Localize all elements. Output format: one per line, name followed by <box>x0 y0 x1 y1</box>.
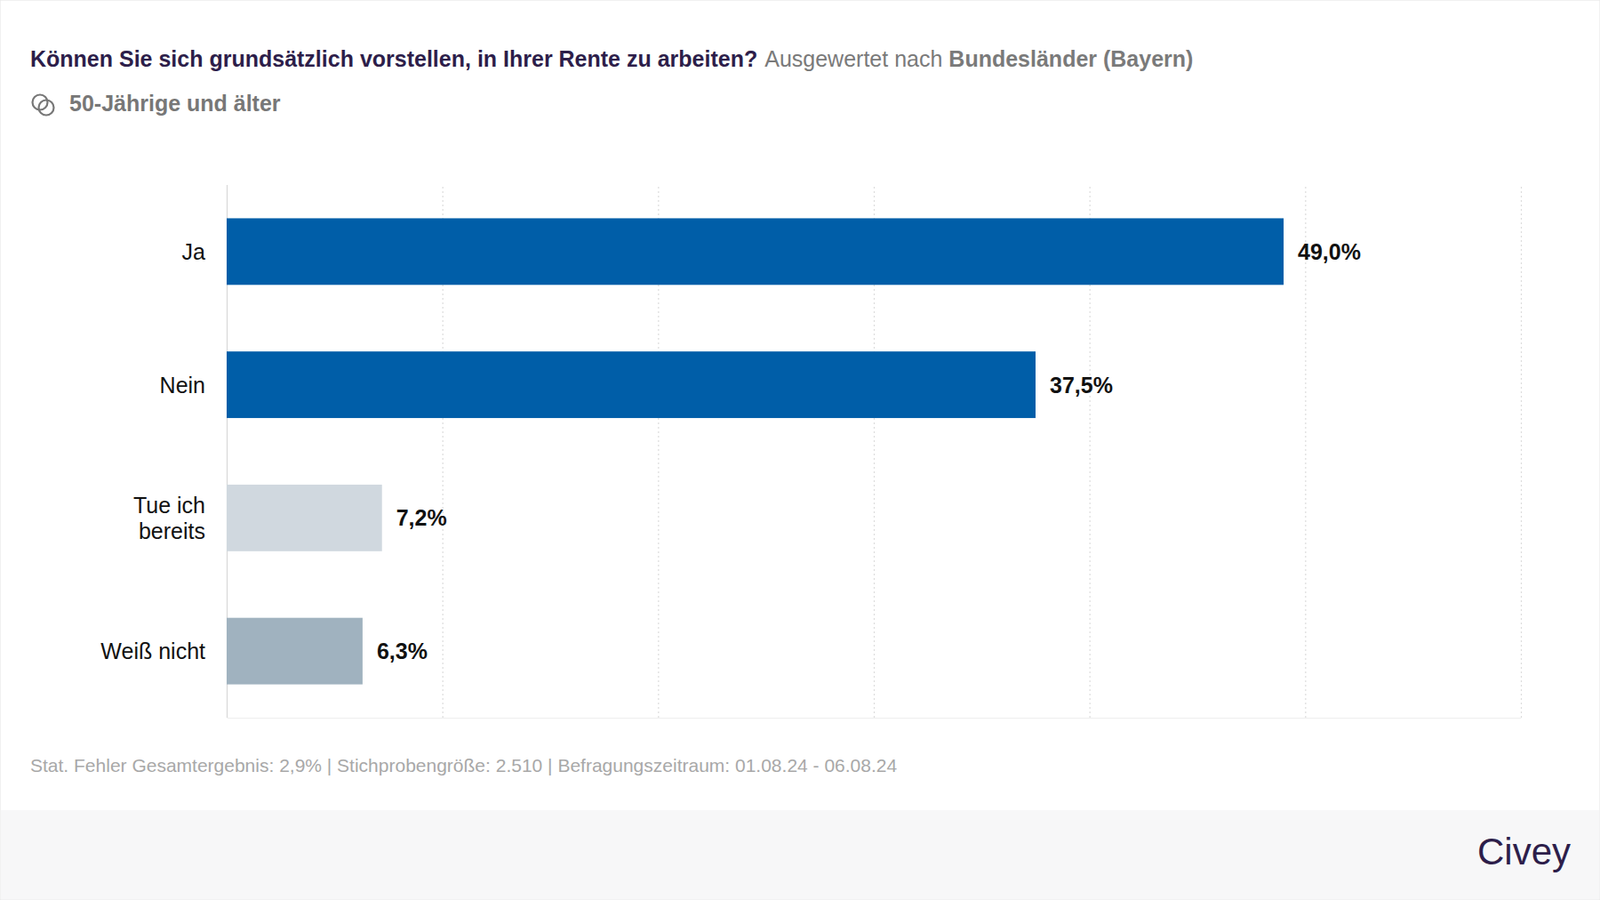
grid-line <box>1304 184 1306 718</box>
category-label: Nein <box>160 372 206 398</box>
data-label: 6,3% <box>376 638 428 664</box>
footer-note: Stat. Fehler Gesamtergebnis: 2,9% | Stic… <box>30 754 897 776</box>
category-label: Weiß nicht <box>100 638 206 664</box>
data-label: 7,2% <box>396 504 448 530</box>
icon-circle <box>39 100 55 116</box>
brand: Civey <box>1477 830 1571 872</box>
x-axis <box>227 184 1522 719</box>
title-note: Bundesländer (Bayern) <box>948 46 1193 72</box>
bar <box>226 351 1036 418</box>
subtitle-icon <box>32 95 55 116</box>
category-label: Tue ichbereits <box>133 492 206 544</box>
bar <box>226 217 1284 285</box>
grid-line <box>1520 184 1522 718</box>
data-labels: 49,0% 37,5% 7,2% 6,3% <box>376 239 1361 664</box>
data-label: 49,0% <box>1297 239 1361 264</box>
title-note: Ausgewertet nach <box>764 46 943 72</box>
footer-band <box>0 809 1600 899</box>
chart: Können Sie sich grundsätzlich vorstellen… <box>0 0 1600 900</box>
data-label: 37,5% <box>1049 372 1113 398</box>
bars <box>226 217 1284 684</box>
bar <box>226 484 383 552</box>
tick <box>1304 184 1306 718</box>
tick <box>1520 184 1522 718</box>
category-label: Ja <box>182 239 207 264</box>
title: Können Sie sich grundsätzlich vorstellen… <box>30 46 758 72</box>
title-line: Können Sie sich grundsätzlich vorstellen… <box>30 46 1193 72</box>
background <box>0 0 1600 900</box>
axis-line <box>227 717 1522 719</box>
subtitle: 50-Jährige und älter <box>69 90 281 116</box>
category-labels: Ja Nein Tue ichbereits Weiß nicht <box>100 239 206 664</box>
bar <box>226 617 363 685</box>
